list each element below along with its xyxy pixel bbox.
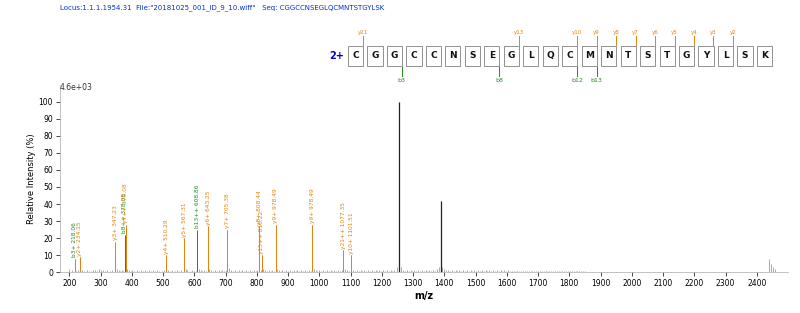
- Text: y7+ 705.38: y7+ 705.38: [225, 193, 230, 228]
- Text: Q: Q: [546, 51, 554, 60]
- FancyBboxPatch shape: [348, 46, 363, 66]
- FancyBboxPatch shape: [757, 46, 772, 66]
- Text: y7++ 379.08: y7++ 379.08: [123, 183, 129, 223]
- FancyBboxPatch shape: [659, 46, 674, 66]
- Text: Locus:1.1.1.1954.31  File:"20181025_001_ID_9_10.wiff"   Seq: CGGCCNSEGLQCMNTSTGY: Locus:1.1.1.1954.31 File:"20181025_001_I…: [60, 5, 384, 12]
- Text: b3+ 218.06: b3+ 218.06: [73, 223, 78, 257]
- Text: S: S: [469, 51, 475, 60]
- Text: b3: b3: [398, 78, 406, 83]
- Text: 2+: 2+: [329, 51, 344, 61]
- Text: C: C: [352, 51, 358, 60]
- FancyBboxPatch shape: [504, 46, 519, 66]
- FancyBboxPatch shape: [367, 46, 382, 66]
- FancyBboxPatch shape: [542, 46, 558, 66]
- FancyBboxPatch shape: [406, 46, 422, 66]
- Text: y10+ 1101.51: y10+ 1101.51: [349, 212, 354, 254]
- Text: y3: y3: [710, 30, 717, 35]
- Text: y4: y4: [690, 30, 698, 35]
- Text: y8+ 808.44: y8+ 808.44: [257, 190, 262, 225]
- Text: y9+ 978.49: y9+ 978.49: [273, 188, 278, 223]
- Text: G: G: [508, 51, 515, 60]
- Text: T: T: [664, 51, 670, 60]
- FancyBboxPatch shape: [601, 46, 616, 66]
- FancyBboxPatch shape: [387, 46, 402, 66]
- Text: y21: y21: [358, 30, 368, 35]
- Text: 4.6e+03: 4.6e+03: [60, 83, 93, 92]
- FancyBboxPatch shape: [640, 46, 655, 66]
- Text: y6: y6: [652, 30, 658, 35]
- Text: L: L: [528, 51, 534, 60]
- Text: y8: y8: [613, 30, 619, 35]
- Text: y5+ 567.31: y5+ 567.31: [182, 202, 186, 237]
- Text: M: M: [585, 51, 594, 60]
- FancyBboxPatch shape: [562, 46, 578, 66]
- Text: y2+ 234.15: y2+ 234.15: [78, 221, 82, 256]
- Text: y10: y10: [572, 30, 582, 35]
- Text: C: C: [566, 51, 573, 60]
- Text: G: G: [683, 51, 690, 60]
- Text: y7: y7: [632, 30, 639, 35]
- FancyBboxPatch shape: [426, 46, 441, 66]
- Text: y2: y2: [730, 30, 736, 35]
- X-axis label: m/z: m/z: [414, 291, 434, 301]
- Y-axis label: Relative Intensity (%): Relative Intensity (%): [26, 133, 36, 224]
- Text: Y: Y: [703, 51, 710, 60]
- Text: T: T: [625, 51, 631, 60]
- Text: C: C: [430, 51, 437, 60]
- FancyBboxPatch shape: [523, 46, 538, 66]
- Text: E: E: [489, 51, 495, 60]
- FancyBboxPatch shape: [679, 46, 694, 66]
- Text: b12: b12: [571, 78, 583, 83]
- Text: y5: y5: [671, 30, 678, 35]
- FancyBboxPatch shape: [484, 46, 499, 66]
- Text: y13: y13: [514, 30, 524, 35]
- Text: y6+ 643.25: y6+ 643.25: [206, 190, 210, 225]
- Text: b8: b8: [495, 78, 503, 83]
- Text: y4+ 510.29: y4+ 510.29: [164, 219, 169, 254]
- FancyBboxPatch shape: [446, 46, 461, 66]
- Text: L: L: [722, 51, 729, 60]
- FancyBboxPatch shape: [698, 46, 714, 66]
- Text: y21++ 1077.35: y21++ 1077.35: [341, 202, 346, 249]
- Text: b13++ 608.86: b13++ 608.86: [194, 185, 200, 228]
- FancyBboxPatch shape: [465, 46, 480, 66]
- Text: K: K: [761, 51, 768, 60]
- Text: y9+ 978.49: y9+ 978.49: [310, 188, 315, 223]
- Text: G: G: [371, 51, 378, 60]
- Text: y15++ 816.22: y15++ 816.22: [259, 211, 264, 254]
- FancyBboxPatch shape: [718, 46, 733, 66]
- Text: y3+ 347.23: y3+ 347.23: [113, 205, 118, 240]
- FancyBboxPatch shape: [582, 46, 597, 66]
- Text: S: S: [742, 51, 748, 60]
- Text: G: G: [390, 51, 398, 60]
- Text: b13: b13: [590, 78, 602, 83]
- Text: y9: y9: [594, 30, 600, 35]
- FancyBboxPatch shape: [738, 46, 753, 66]
- Text: b8++ 378.08: b8++ 378.08: [122, 193, 127, 233]
- Text: C: C: [410, 51, 418, 60]
- Text: N: N: [605, 51, 613, 60]
- Text: S: S: [645, 51, 651, 60]
- FancyBboxPatch shape: [621, 46, 636, 66]
- Text: N: N: [449, 51, 457, 60]
